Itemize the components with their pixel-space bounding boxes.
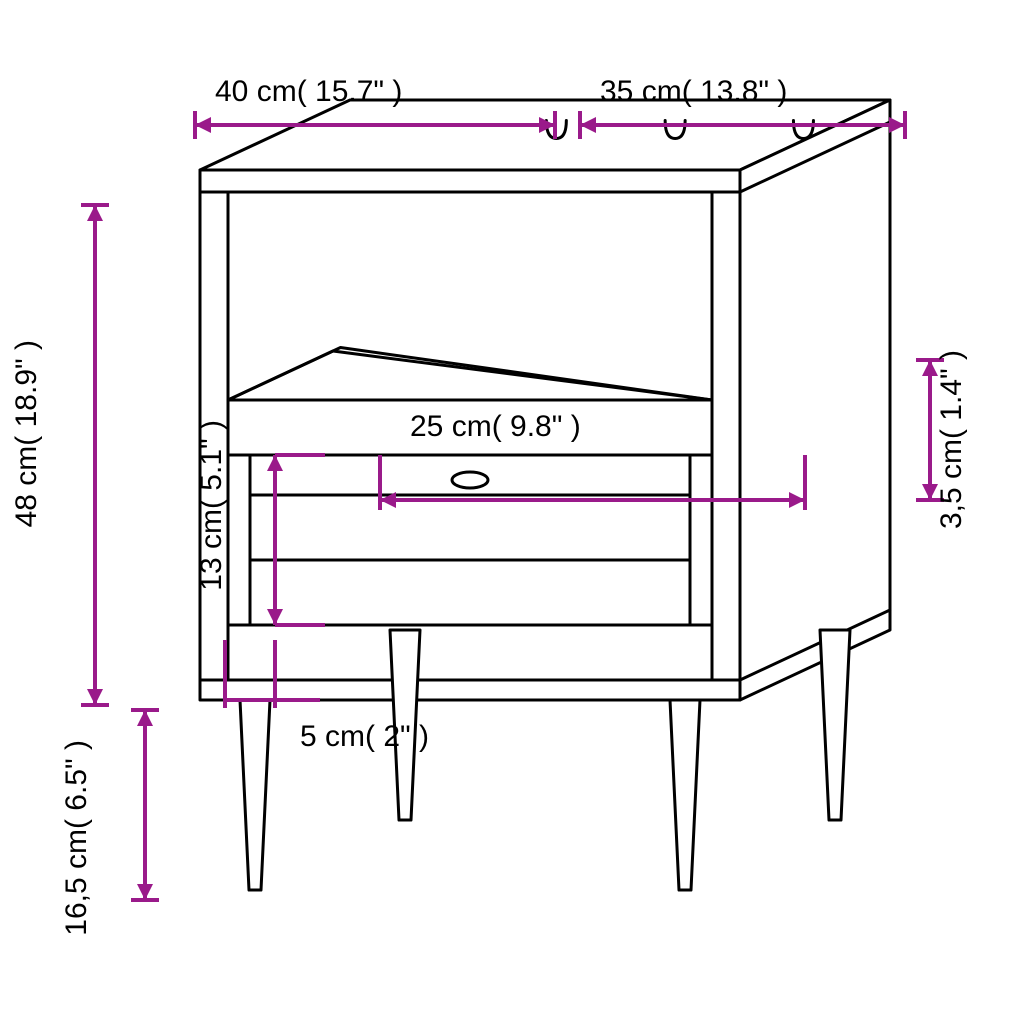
label-drawer-width: 25 cm( 9.8" ) xyxy=(410,410,581,444)
label-handle-gap: 3,5 cm( 1.4" ) xyxy=(935,350,969,529)
label-base-trim: 5 cm( 2" ) xyxy=(300,720,429,754)
label-drawer-height: 13 cm( 5.1" ) xyxy=(195,420,229,591)
label-leg-height: 16,5 cm( 6.5" ) xyxy=(60,740,94,936)
label-height: 48 cm( 18.9" ) xyxy=(10,340,44,527)
label-width: 40 cm( 15.7" ) xyxy=(215,75,402,109)
dimension-diagram xyxy=(0,0,1024,1024)
label-depth: 35 cm( 13.8" ) xyxy=(600,75,787,109)
